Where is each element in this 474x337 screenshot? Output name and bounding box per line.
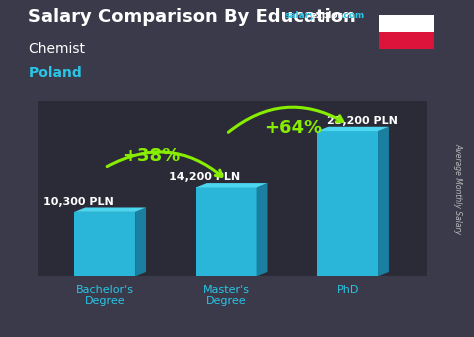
Polygon shape (317, 127, 389, 131)
Bar (379, 32, 434, 49)
Text: Average Monthly Salary: Average Monthly Salary (453, 143, 462, 234)
Polygon shape (196, 183, 267, 187)
Text: Chemist: Chemist (28, 42, 85, 56)
Text: +64%: +64% (264, 119, 322, 137)
Polygon shape (378, 127, 389, 276)
Text: Poland: Poland (28, 66, 82, 80)
Text: 14,200 PLN: 14,200 PLN (169, 173, 240, 182)
Text: Salary Comparison By Education: Salary Comparison By Education (28, 8, 356, 26)
Polygon shape (135, 208, 146, 276)
Text: .com: .com (340, 11, 365, 20)
Text: 23,200 PLN: 23,200 PLN (327, 116, 398, 126)
Text: 10,300 PLN: 10,300 PLN (43, 197, 113, 207)
Text: explorer: explorer (310, 11, 353, 20)
Bar (196, 187, 256, 276)
Polygon shape (74, 208, 146, 212)
Bar (379, 15, 434, 32)
Polygon shape (256, 183, 267, 276)
Bar (317, 131, 378, 276)
Bar (74, 212, 135, 276)
Text: salary: salary (284, 11, 316, 20)
Text: +38%: +38% (122, 147, 180, 165)
